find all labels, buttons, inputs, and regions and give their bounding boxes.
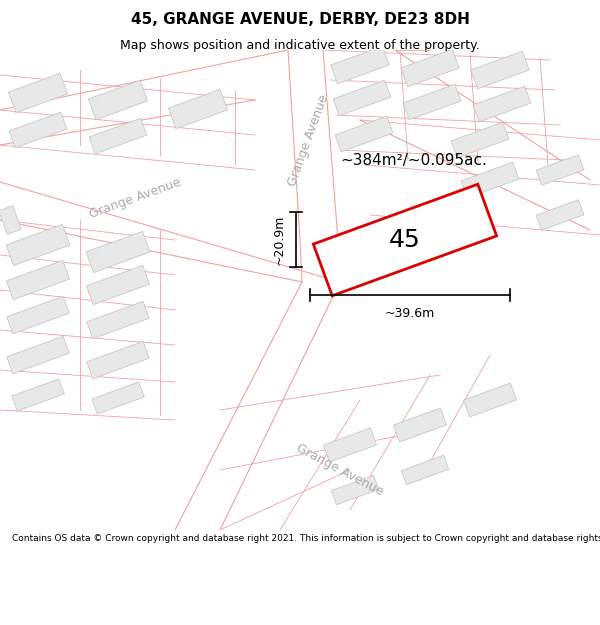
Polygon shape (7, 261, 70, 299)
Polygon shape (12, 379, 64, 411)
Polygon shape (333, 80, 391, 116)
Text: Contains OS data © Crown copyright and database right 2021. This information is : Contains OS data © Crown copyright and d… (12, 534, 600, 542)
Text: 45: 45 (389, 228, 421, 252)
Polygon shape (461, 162, 519, 198)
Polygon shape (87, 301, 149, 339)
Polygon shape (536, 200, 584, 230)
Polygon shape (331, 475, 379, 505)
Polygon shape (0, 206, 22, 234)
Text: Grange Avenue: Grange Avenue (286, 92, 331, 188)
Polygon shape (86, 266, 149, 304)
Text: 45, GRANGE AVENUE, DERBY, DE23 8DH: 45, GRANGE AVENUE, DERBY, DE23 8DH (131, 12, 469, 28)
Polygon shape (169, 89, 227, 129)
Polygon shape (471, 51, 529, 89)
Polygon shape (403, 84, 461, 120)
Polygon shape (7, 336, 69, 374)
Polygon shape (87, 341, 149, 379)
Text: ~20.9m: ~20.9m (273, 214, 286, 265)
Text: Grange Avenue: Grange Avenue (294, 442, 386, 498)
Polygon shape (7, 296, 69, 334)
Polygon shape (331, 46, 389, 84)
Polygon shape (463, 383, 517, 417)
Polygon shape (313, 184, 497, 296)
Text: Grange Avenue: Grange Avenue (88, 176, 182, 221)
Polygon shape (473, 86, 531, 122)
Polygon shape (394, 408, 446, 442)
Polygon shape (92, 382, 144, 414)
Polygon shape (401, 49, 459, 87)
Polygon shape (8, 73, 68, 112)
Polygon shape (401, 455, 449, 485)
Text: ~384m²/~0.095ac.: ~384m²/~0.095ac. (340, 152, 487, 168)
Polygon shape (9, 112, 67, 148)
Text: Map shows position and indicative extent of the property.: Map shows position and indicative extent… (120, 39, 480, 52)
Polygon shape (6, 224, 70, 266)
Polygon shape (323, 428, 377, 462)
Text: ~39.6m: ~39.6m (385, 307, 435, 320)
Polygon shape (86, 231, 150, 272)
Polygon shape (88, 80, 148, 120)
Polygon shape (335, 116, 393, 152)
Polygon shape (451, 122, 509, 158)
Polygon shape (89, 118, 147, 154)
Polygon shape (536, 155, 584, 185)
